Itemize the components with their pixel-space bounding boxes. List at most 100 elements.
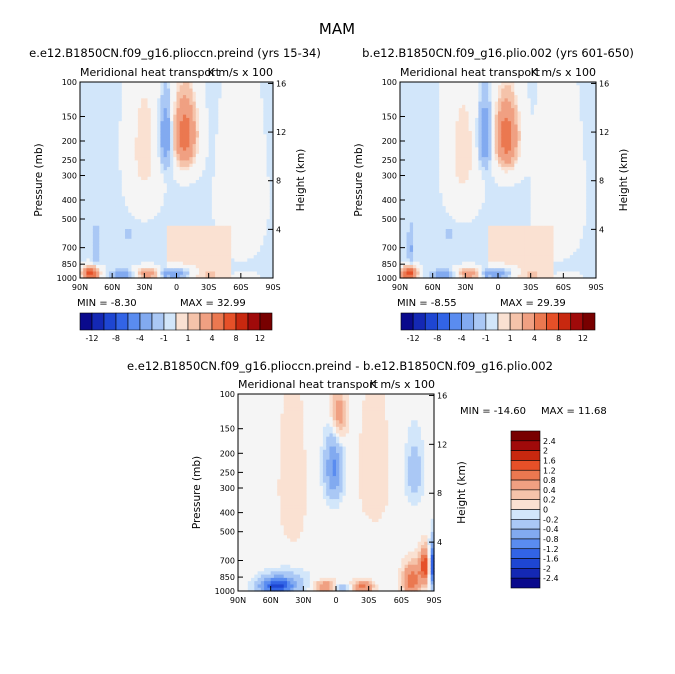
heatmap-cell <box>403 82 408 86</box>
heatmap-cell <box>186 180 190 184</box>
heatmap-cell <box>170 147 174 152</box>
heatmap-cell <box>221 232 226 237</box>
heatmap-cell <box>195 117 200 122</box>
heatmap-cell <box>221 91 226 96</box>
heatmap-cell <box>218 206 223 210</box>
heatmap-cell <box>231 150 235 155</box>
heatmap-cell <box>189 186 194 191</box>
heatmap-cell <box>231 176 235 181</box>
heatmap-cell <box>112 127 116 132</box>
heatmap-cell <box>218 261 223 266</box>
heatmap-cell <box>176 225 181 230</box>
heatmap-cell <box>173 206 178 210</box>
heatmap-cell <box>80 147 84 152</box>
heatmap-cell <box>128 82 133 86</box>
heatmap-cell <box>170 271 174 276</box>
heatmap-cell <box>163 101 168 106</box>
heatmap-cell <box>102 101 107 106</box>
heatmap-cell <box>115 170 120 175</box>
heatmap-cell <box>266 117 271 122</box>
heatmap-cell <box>121 242 126 246</box>
heatmap-cell <box>157 251 162 256</box>
heatmap-cell <box>182 147 187 152</box>
heatmap-cell <box>231 251 235 256</box>
heatmap-cell <box>186 144 190 148</box>
heatmap-cell <box>131 147 136 152</box>
heatmap-cell <box>231 160 235 165</box>
heatmap-cell <box>406 173 411 178</box>
heatmap-cell <box>208 91 213 96</box>
heatmap-cell <box>416 157 421 161</box>
heatmap-cell <box>227 91 232 96</box>
heatmap-cell <box>112 150 116 155</box>
heatmap-cell <box>256 196 261 201</box>
heatmap-cell <box>256 248 261 253</box>
heatmap-cell <box>224 199 229 204</box>
heatmap-cell <box>189 245 194 250</box>
heatmap-cell <box>137 232 142 237</box>
heatmap-cell <box>89 137 94 142</box>
heatmap-cell <box>263 229 268 233</box>
heatmap-cell <box>221 160 226 165</box>
heatmap-cell <box>247 268 252 273</box>
heatmap-cell <box>231 131 235 135</box>
heatmap-cell <box>202 248 207 253</box>
heatmap-cell <box>189 222 194 227</box>
heatmap-cell <box>253 261 258 266</box>
heatmap-cell <box>227 242 232 246</box>
heatmap-cell <box>112 229 116 233</box>
heatmap-cell <box>247 193 252 197</box>
heatmap-cell <box>406 163 411 168</box>
heatmap-cell <box>195 271 200 276</box>
heatmap-cell <box>202 222 207 227</box>
heatmap-cell <box>195 235 200 240</box>
heatmap-cell <box>260 170 264 175</box>
heatmap-cell <box>231 140 235 145</box>
heatmap-cell <box>170 274 174 279</box>
heatmap-cell <box>192 199 197 204</box>
heatmap-cell <box>416 206 421 210</box>
heatmap-cell <box>118 157 123 161</box>
heatmap-cell <box>199 271 203 276</box>
heatmap-cell <box>224 85 229 90</box>
heatmap-cell <box>409 104 414 109</box>
heatmap-cell <box>406 251 411 256</box>
heatmap-cell <box>234 251 239 256</box>
heatmap-cell <box>234 232 239 237</box>
heatmap-cell <box>86 180 91 184</box>
heatmap-cell <box>253 219 258 224</box>
heatmap-cell <box>406 235 411 240</box>
heatmap-cell <box>231 82 235 86</box>
heatmap-cell <box>80 104 84 109</box>
heatmap-cell <box>263 91 268 96</box>
heatmap-cell <box>189 131 194 135</box>
heatmap-cell <box>121 170 126 175</box>
heatmap-cell <box>192 222 197 227</box>
heatmap-cell <box>250 98 255 103</box>
heatmap-cell <box>150 209 155 214</box>
heatmap-cell <box>253 189 258 194</box>
heatmap-cell <box>80 212 84 217</box>
heatmap-cell <box>244 157 248 161</box>
heatmap-cell <box>105 111 110 116</box>
heatmap-cell <box>176 117 181 122</box>
heatmap-cell <box>141 137 145 142</box>
heatmap-cell <box>121 238 126 243</box>
heatmap-cell <box>86 88 91 93</box>
heatmap-cell <box>89 176 94 181</box>
heatmap-cell <box>166 180 171 184</box>
heatmap-cell <box>86 212 91 217</box>
heatmap-cell <box>166 101 171 106</box>
heatmap-cell <box>96 248 100 253</box>
heatmap-cell <box>192 248 197 253</box>
heatmap-cell <box>147 91 152 96</box>
heatmap-cell <box>128 264 133 269</box>
heatmap-cell <box>237 127 242 132</box>
heatmap-cell <box>160 180 165 184</box>
heatmap-cell <box>247 114 252 119</box>
heatmap-cell <box>80 88 84 93</box>
heatmap-cell <box>202 150 207 155</box>
heatmap-cell <box>134 222 139 227</box>
heatmap-cell <box>137 186 142 191</box>
heatmap-cell <box>102 255 107 259</box>
